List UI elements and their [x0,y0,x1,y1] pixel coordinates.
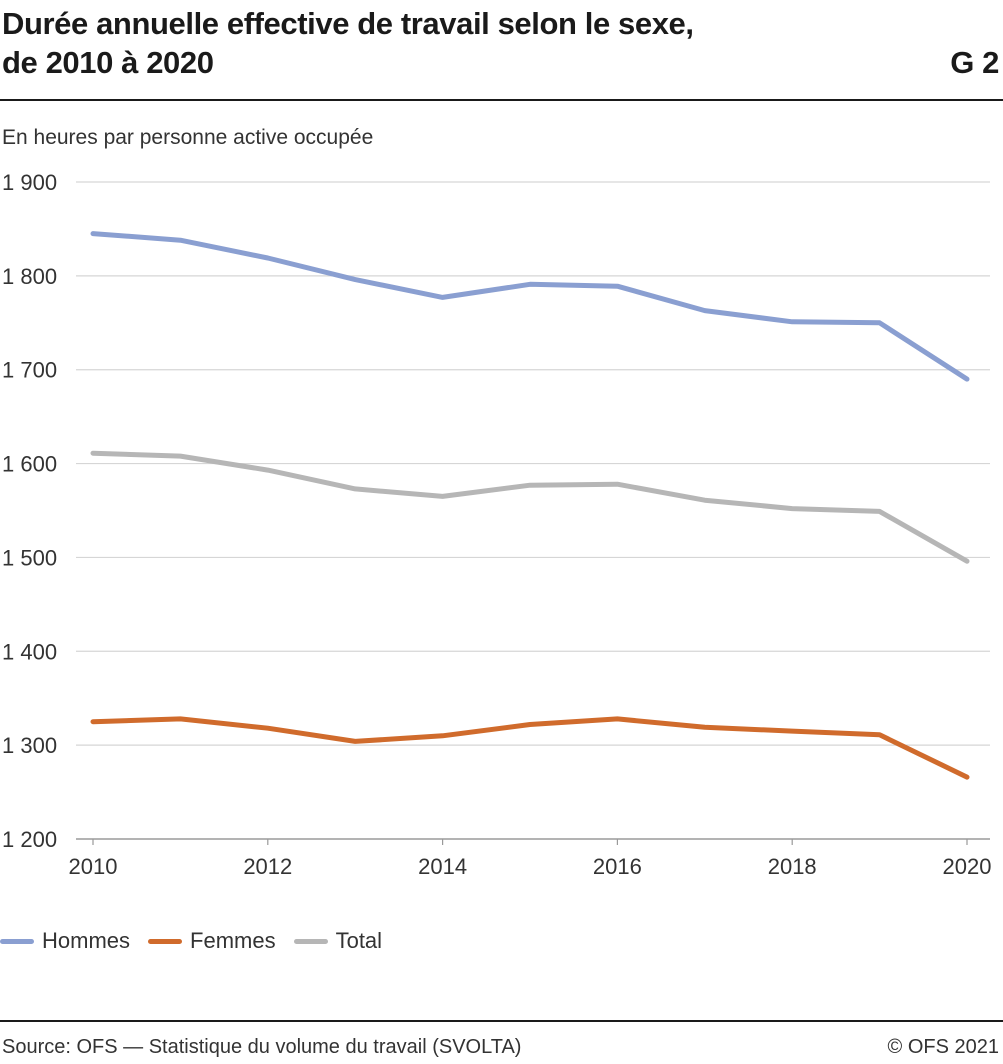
chart-title-line-1: Durée annuelle effective de travail selo… [2,6,694,41]
y-tick-label: 1 900 [2,170,57,195]
y-axis-unit-label: En heures par personne active occupée [2,126,374,149]
legend-swatch [293,938,328,944]
y-tick-label: 1 400 [2,639,57,664]
y-tick-label: 1 700 [2,358,57,383]
x-tick-label: 2014 [418,854,467,879]
chart-id: G 2 [950,45,999,80]
y-tick-label: 1 500 [2,545,57,570]
y-axis-ticks: 1 200 1 300 1 400 1 500 1 600 1 700 1 800 1 900 [2,170,57,852]
y-tick-label: 1 200 [2,827,57,852]
legend-item-femmes: Femmes [148,928,276,954]
header-rule [0,99,1003,101]
y-tick-label: 1 300 [2,733,57,758]
footer-rule [0,1020,1003,1022]
legend-swatch [148,938,183,944]
x-axis-ticks: 2010 2012 2014 2016 2018 2020 [69,839,992,879]
series-line-femmes [90,716,970,780]
chart-title-line-2: de 2010 à 2020 [2,45,214,80]
series-line-total [90,450,970,564]
x-tick-label: 2016 [593,854,642,879]
legend-swatch [0,938,34,944]
legend: Hommes Femmes Total [0,928,400,954]
y-tick-label: 1 800 [2,264,57,289]
legend-item-total: Total [293,928,383,954]
x-tick-label: 2018 [768,854,817,879]
chart-title: Durée annuelle effective de travail selo… [2,4,902,82]
series-lines [90,231,970,780]
grid-lines [76,181,990,840]
line-chart: 1 200 1 300 1 400 1 500 1 600 1 700 1 800 1 900… [2,170,992,879]
legend-label: Total [335,928,383,953]
x-tick-label: 2020 [943,854,992,879]
legend-label: Femmes [190,928,276,953]
source-note: Source: OFS — Statistique du volume du t… [2,1036,522,1058]
legend-label: Hommes [42,928,131,953]
y-tick-label: 1 600 [2,452,57,477]
copyright: © OFS 2021 [887,1036,999,1058]
x-tick-label: 2012 [243,854,292,879]
legend-item-hommes: Hommes [0,928,130,954]
x-tick-label: 2010 [69,854,118,879]
series-line-hommes [90,231,970,382]
